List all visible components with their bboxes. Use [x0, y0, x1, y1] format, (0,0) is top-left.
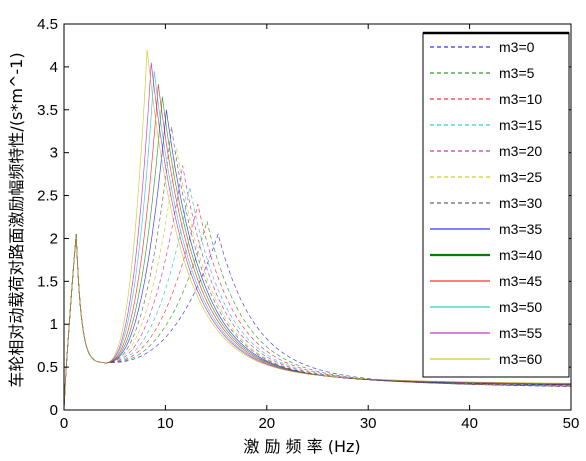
- y-tick-label: 0.5: [37, 359, 58, 376]
- y-tick-label: 1: [50, 316, 58, 333]
- legend-entry-label: m3=35: [499, 221, 542, 237]
- legend-entry-label: m3=0: [499, 39, 535, 55]
- x-tick-label: 50: [563, 415, 580, 432]
- y-tick-label: 3.5: [37, 102, 58, 119]
- legend-entry-label: m3=20: [499, 143, 542, 159]
- plot-frame: [63, 23, 572, 411]
- series-line: [63, 49, 571, 411]
- series-line: [63, 221, 572, 411]
- y-tick-label: 4: [50, 59, 58, 76]
- series-line: [63, 186, 571, 411]
- x-tick-label: 10: [157, 415, 174, 432]
- tick-labels: 0 10 20 30 40 50 0 0.5 1 1.5 2 2.5 3 3.5 4 4.5: [37, 16, 579, 432]
- y-tick-label: 2: [50, 230, 58, 247]
- y-tick-label: 2.5: [37, 188, 58, 205]
- x-axis-label: 激 励 频 率 (Hz): [243, 437, 360, 456]
- x-tick-label: 0: [60, 415, 68, 432]
- x-tick-label: 30: [360, 415, 377, 432]
- legend-entry-label: m3=50: [499, 299, 542, 315]
- legend-entry-label: m3=55: [499, 325, 542, 341]
- y-tick-label: 3: [50, 145, 58, 162]
- y-tick-label: 0: [50, 402, 58, 419]
- x-tick-label: 20: [258, 415, 275, 432]
- legend-entry-label: m3=25: [499, 169, 542, 185]
- legend-entry-label: m3=45: [499, 273, 542, 289]
- plot-lines: [63, 49, 572, 411]
- legend-box: [422, 32, 570, 378]
- legend: m3=0 m3=5 m3=10 m3=15 m3=20 m3=25 m3=30 m3=35 m3…: [422, 31, 570, 378]
- y-tick-label: 1.5: [37, 273, 58, 290]
- series-line: [63, 204, 571, 411]
- y-axis-label: 车轮相对动载荷对路面激励幅频特性/(s*m^-1): [7, 52, 26, 387]
- legend-entry-label: m3=40: [499, 247, 542, 263]
- legend-entry-label: m3=15: [499, 117, 542, 133]
- legend-entry-label: m3=5: [499, 65, 535, 81]
- legend-entry-label: m3=10: [499, 91, 542, 107]
- legend-entry-label: m3=30: [499, 195, 542, 211]
- y-tick-label: 4.5: [37, 16, 58, 33]
- x-tick-label: 40: [461, 415, 478, 432]
- legend-entry-label: m3=60: [499, 351, 542, 367]
